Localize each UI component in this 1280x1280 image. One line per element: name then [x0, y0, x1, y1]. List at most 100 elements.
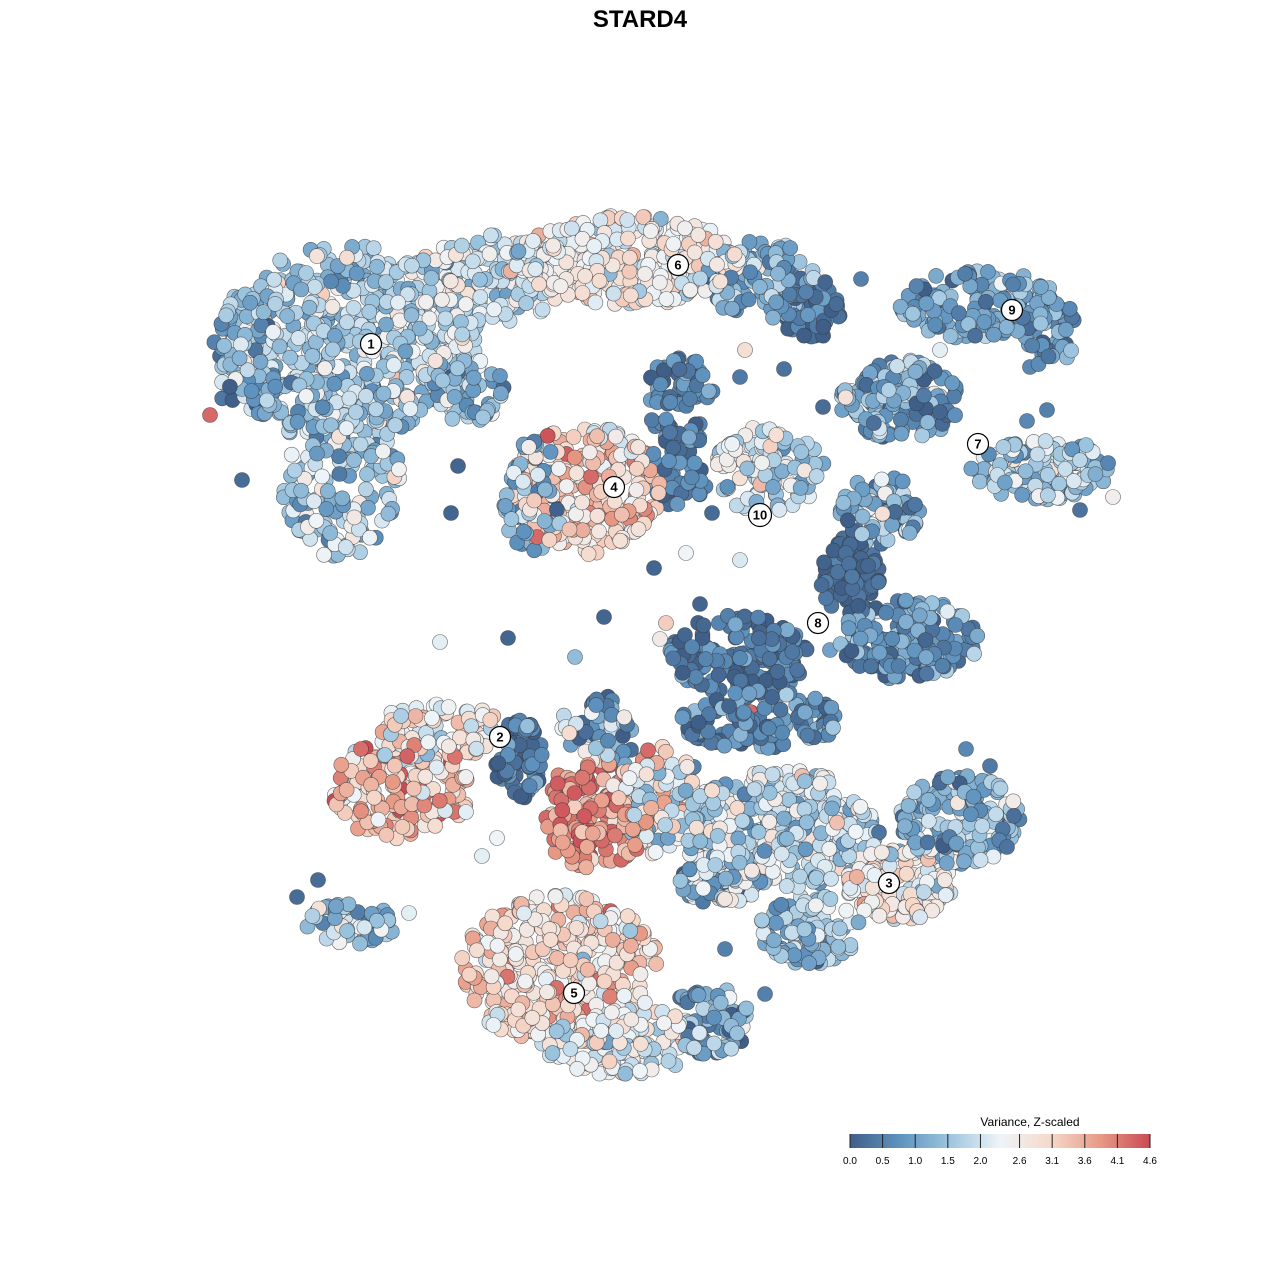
data-point [926, 363, 943, 379]
data-point [709, 256, 725, 273]
data-point [242, 294, 258, 311]
data-point [402, 401, 419, 417]
data-point [616, 709, 633, 726]
data-point [776, 361, 792, 377]
data-point [363, 776, 379, 793]
data-point [601, 1053, 618, 1070]
data-point [483, 227, 499, 244]
data-point [723, 1040, 740, 1057]
data-point [602, 988, 618, 1005]
data-point [911, 607, 928, 624]
data-point [537, 481, 553, 498]
data-point [549, 775, 566, 792]
data-point [346, 452, 362, 469]
data-point [768, 427, 785, 443]
data-point [776, 810, 792, 827]
data-point [677, 220, 693, 237]
data-point [750, 609, 767, 626]
data-point [707, 234, 724, 250]
data-point [774, 724, 791, 741]
data-point [492, 951, 508, 968]
data-point [658, 615, 674, 631]
data-point [1006, 808, 1022, 824]
data-point [756, 843, 773, 859]
data-point [710, 667, 727, 683]
data-point [778, 830, 795, 847]
data-point [619, 908, 636, 925]
data-point [443, 505, 459, 521]
data-point [828, 296, 845, 312]
data-point [686, 1040, 702, 1056]
data-point [694, 367, 711, 384]
data-point [784, 644, 801, 660]
data-point [969, 627, 986, 644]
data-point [324, 298, 341, 315]
data-point [403, 257, 420, 274]
data-point [771, 501, 788, 518]
data-point [854, 526, 870, 543]
data-point [638, 766, 655, 783]
data-point [769, 663, 786, 680]
data-point [507, 946, 524, 962]
data-point [650, 485, 667, 501]
data-point [401, 905, 417, 921]
data-point [986, 326, 1002, 343]
data-point [616, 987, 633, 1004]
data-point [465, 369, 482, 386]
data-point [298, 265, 314, 281]
data-point [862, 658, 879, 675]
data-point [490, 755, 507, 772]
data-point [772, 701, 789, 718]
data-point [652, 376, 669, 393]
data-point [326, 375, 343, 392]
data-point [956, 853, 972, 870]
data-point [521, 778, 538, 794]
data-point [932, 342, 948, 358]
data-point [918, 295, 935, 312]
data-point [801, 955, 817, 972]
data-point [765, 479, 781, 495]
data-point [706, 1035, 722, 1052]
data-point [939, 769, 956, 786]
data-point [358, 481, 374, 498]
data-point [717, 870, 734, 887]
data-point [646, 560, 662, 576]
data-point [216, 337, 232, 354]
data-point [971, 473, 988, 490]
data-point [337, 539, 354, 555]
data-point [647, 844, 664, 860]
data-point [732, 650, 748, 666]
data-point [999, 839, 1015, 855]
data-point [944, 375, 961, 391]
data-point [1037, 433, 1054, 449]
data-point [773, 896, 790, 913]
data-point [591, 523, 607, 540]
data-point [544, 1045, 561, 1061]
data-point [607, 827, 623, 844]
data-point [721, 698, 737, 714]
data-point [946, 388, 962, 405]
data-point [778, 878, 795, 894]
data-point [339, 923, 355, 939]
data-point [706, 1009, 722, 1026]
data-point [717, 891, 733, 907]
data-point [652, 631, 668, 647]
data-point [916, 387, 932, 404]
data-point [563, 220, 580, 237]
data-point [617, 1065, 634, 1082]
data-point [761, 813, 778, 830]
data-point [920, 792, 937, 808]
data-point [823, 699, 840, 716]
data-point [517, 973, 534, 990]
data-point [549, 501, 565, 518]
data-point [893, 425, 910, 442]
data-points [202, 208, 1121, 1082]
data-point [687, 669, 704, 686]
data-point [437, 310, 454, 327]
data-point [737, 342, 753, 358]
data-point [387, 417, 404, 434]
data-point [596, 609, 612, 625]
data-point [665, 439, 681, 456]
data-point [732, 369, 748, 385]
data-point [365, 240, 382, 256]
